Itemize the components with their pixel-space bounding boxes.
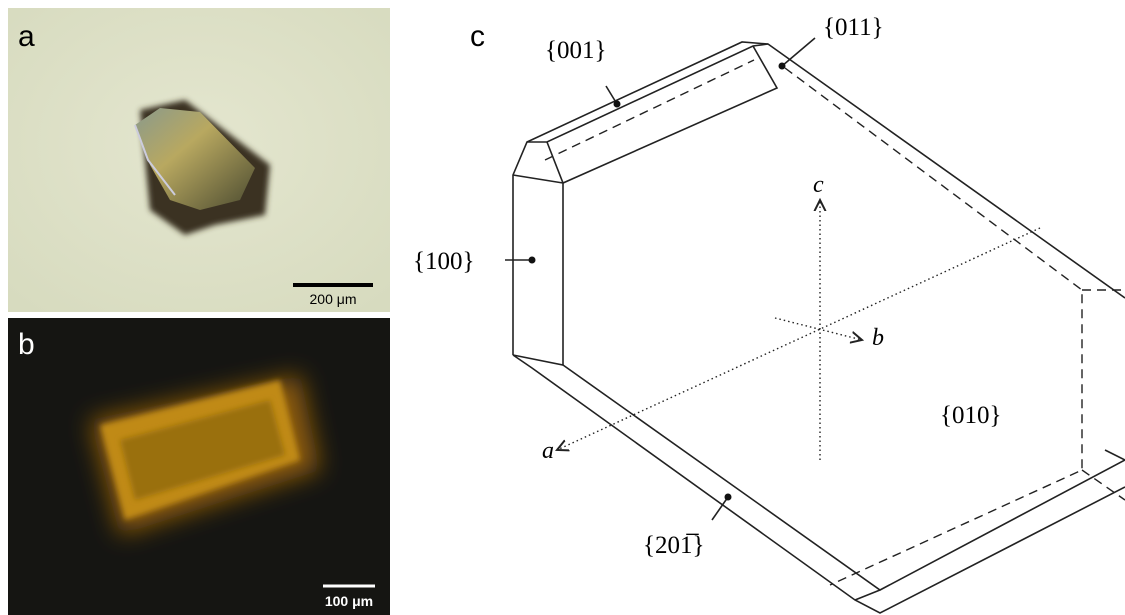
line <box>775 318 862 340</box>
face-label: {100} <box>413 248 475 275</box>
crystal-drawing <box>513 42 1125 613</box>
panel-label: b <box>18 328 35 361</box>
scale-label: 100 μm <box>325 593 373 609</box>
line <box>1082 470 1125 500</box>
face-label: {010} <box>940 402 1002 429</box>
face-label: {011} <box>823 14 884 41</box>
face-label: {001} <box>545 37 607 64</box>
figure: a 200 μm b 100 μm c <box>0 0 1125 615</box>
leader-dot <box>725 494 732 501</box>
panel-b: b 100 μm <box>8 318 390 615</box>
panel-label: c <box>470 20 485 53</box>
line <box>513 175 563 365</box>
line <box>513 42 1125 355</box>
axis-label: a <box>542 438 554 464</box>
panel-c: c c b a {001} {011 <box>413 14 1125 613</box>
line <box>547 46 777 183</box>
leader-dot <box>779 63 786 70</box>
leader-dot <box>529 257 536 264</box>
axis-label: b <box>872 325 884 351</box>
leader-dot <box>614 101 621 108</box>
axis-label: c <box>813 172 824 198</box>
line <box>782 38 815 66</box>
line <box>785 68 1082 585</box>
line <box>712 497 728 520</box>
scale-label: 200 μm <box>310 291 357 307</box>
face-label: {201̅} <box>643 532 705 559</box>
panel-label: a <box>18 20 35 53</box>
panel-a: a 200 μm <box>8 8 390 312</box>
